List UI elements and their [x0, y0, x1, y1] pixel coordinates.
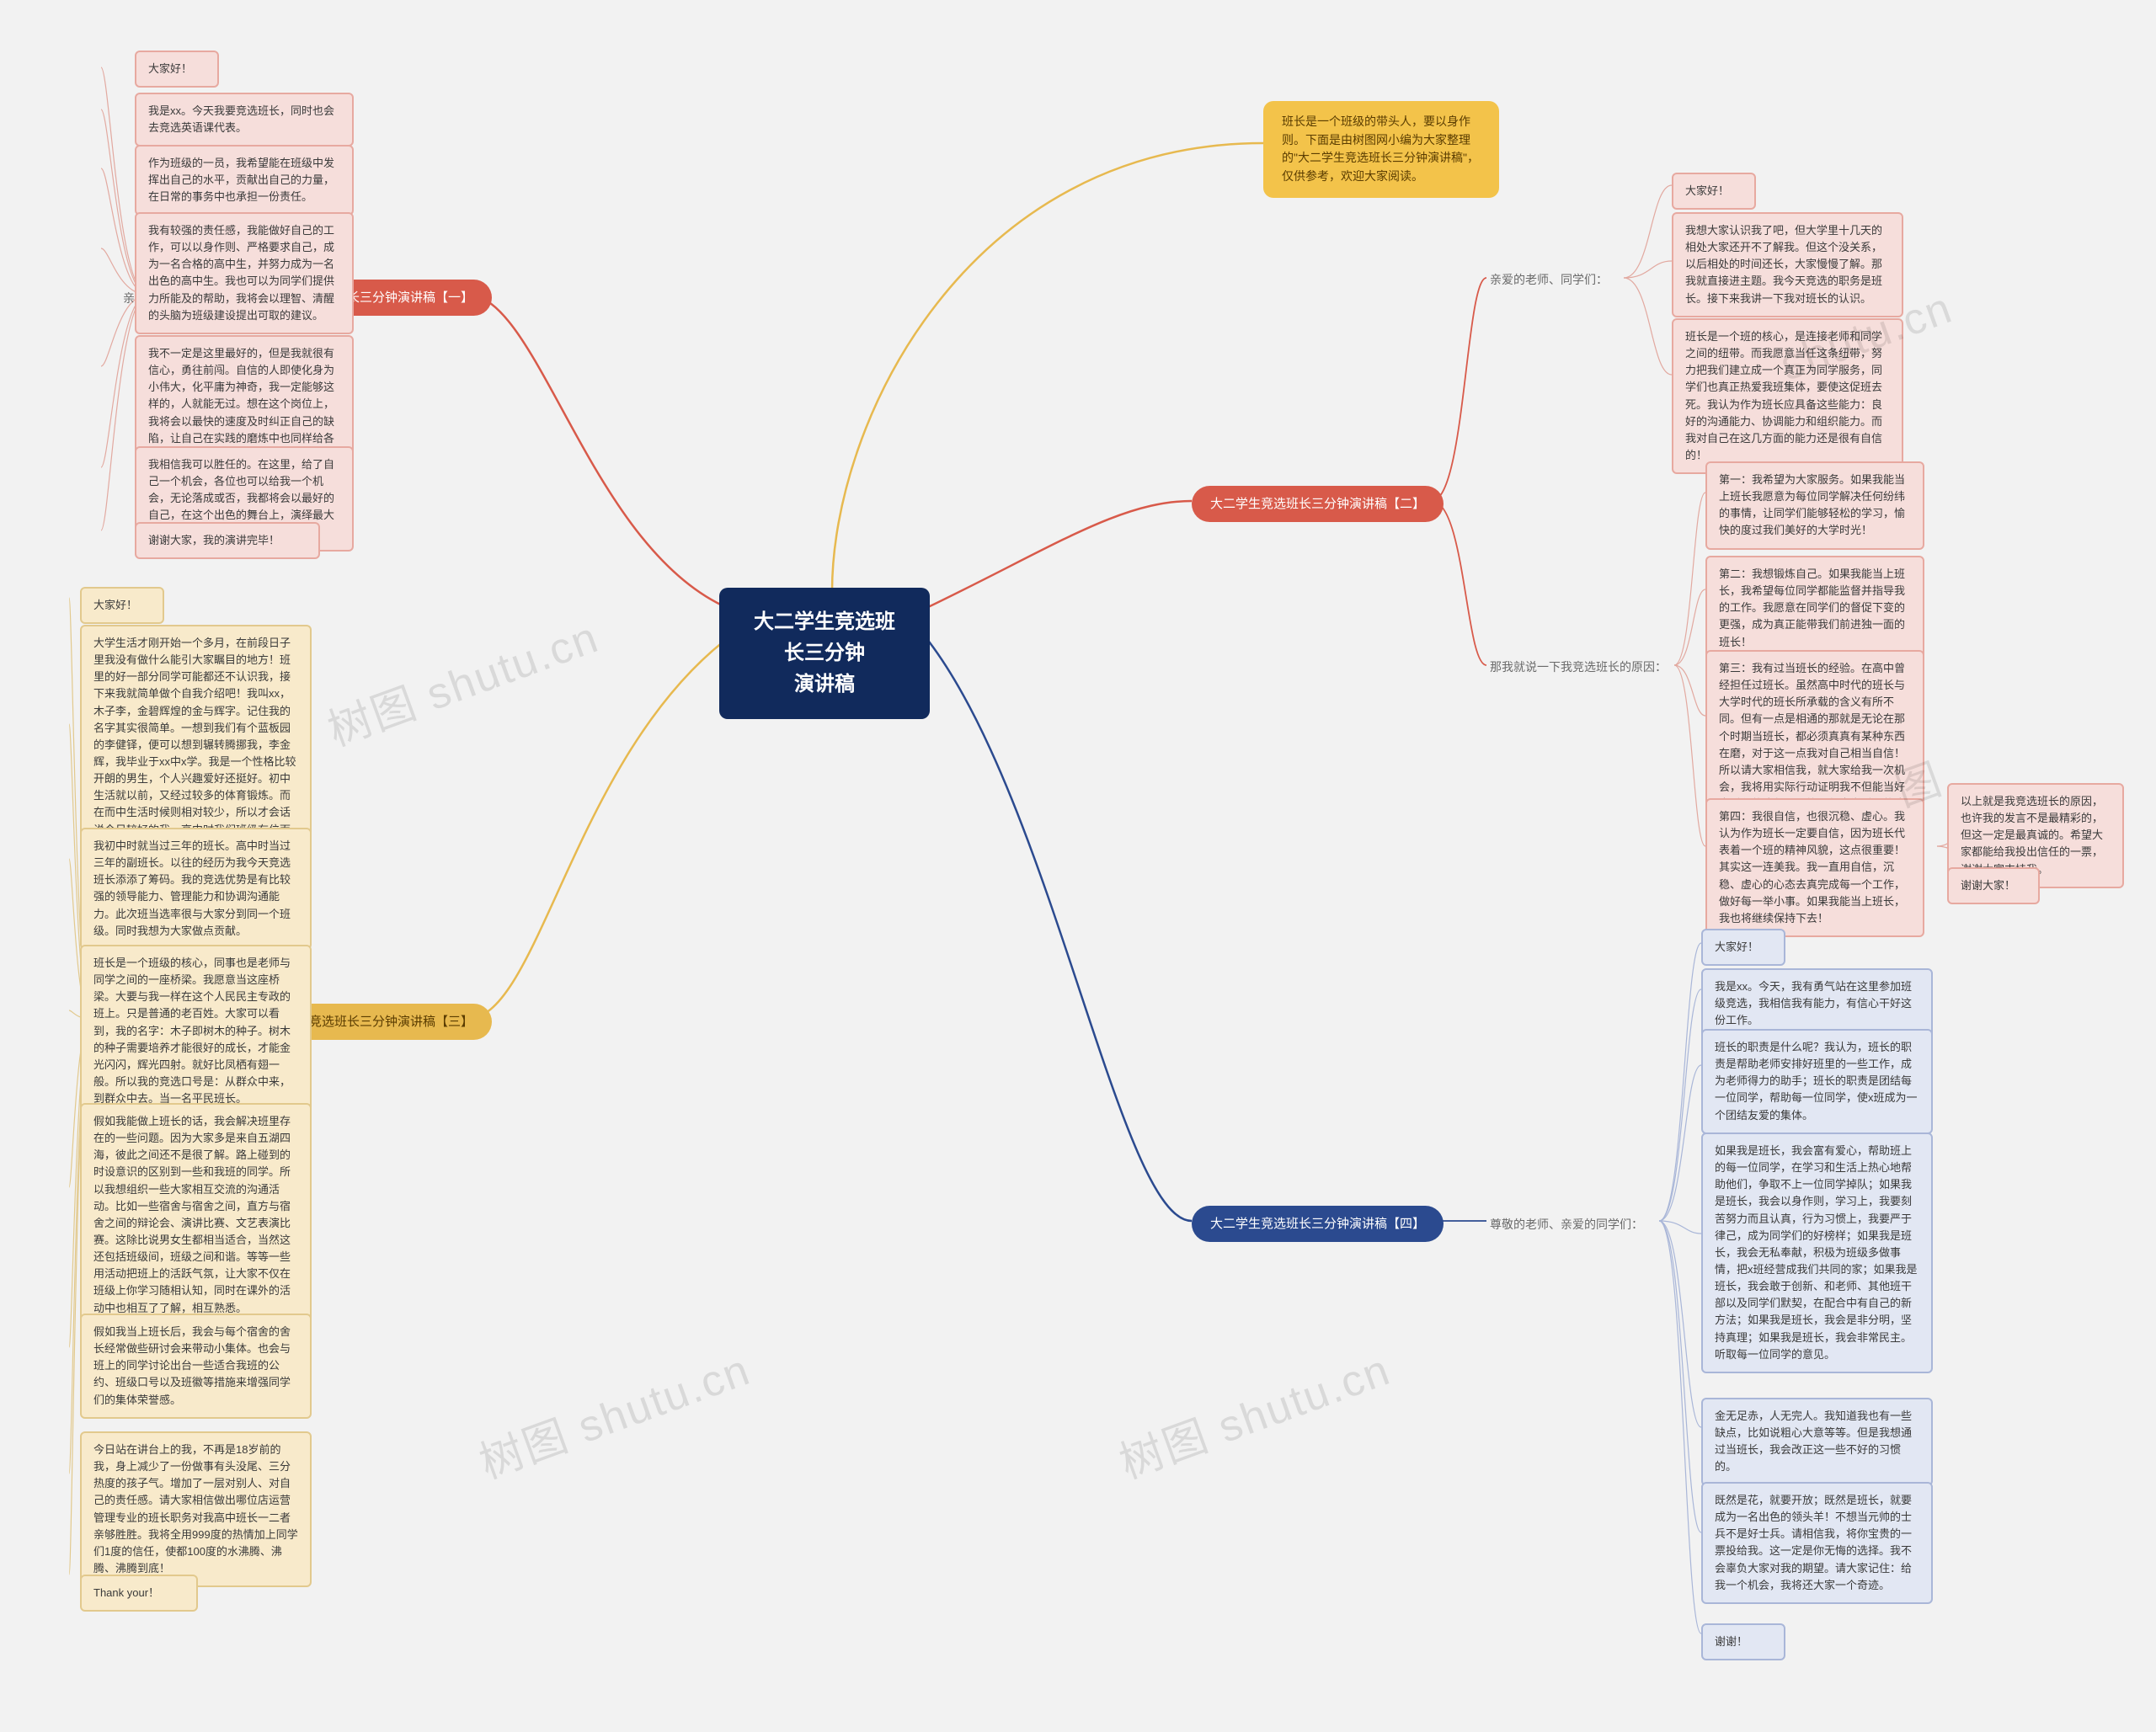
- b1-leaf-1[interactable]: 我是xx。今天我要竞选班长，同时也会去竞选英语课代表。: [135, 93, 354, 147]
- b1-leaf-3[interactable]: 我有较强的责任感，我能做好自己的工作，可以以身作则、严格要求自己，成为一名合格的…: [135, 212, 354, 334]
- b3-leaf-4[interactable]: 假如我能做上班长的话，我会解决班里存在的一些问题。因为大家多是来自五湖四海，彼此…: [80, 1103, 312, 1327]
- branch-2[interactable]: 大二学生竞选班长三分钟演讲稿【二】: [1192, 486, 1444, 522]
- branch-2-label: 大二学生竞选班长三分钟演讲稿【二】: [1210, 497, 1425, 511]
- b2b-leaf-3[interactable]: 第四：我很自信，也很沉稳、虚心。我认为作为班长一定要自信，因为班长代表着一个班的…: [1705, 798, 1924, 937]
- intro-node[interactable]: 班长是一个班级的带头人，要以身作则。下面是由树图网小编为大家整理的"大二学生竞选…: [1263, 101, 1499, 198]
- b4-leaf-3[interactable]: 如果我是班长，我会富有爱心，帮助班上的每一位同学，在学习和生活上热心地帮助他们，…: [1701, 1132, 1933, 1373]
- b2b-leaf-0[interactable]: 第一：我希望为大家服务。如果我能当上班长我愿意为每位同学解决任何纷纬的事情，让同…: [1705, 461, 1924, 550]
- b4-leaf-6[interactable]: 谢谢！: [1701, 1623, 1785, 1660]
- branch-4[interactable]: 大二学生竞选班长三分钟演讲稿【四】: [1192, 1206, 1444, 1242]
- b2a-leaf-2[interactable]: 班长是一个班的核心，是连接老师和同学之间的纽带。而我愿意当任这条纽带，努力把我们…: [1672, 318, 1903, 474]
- b3-leaf-5[interactable]: 假如我当上班长后，我会与每个宿舍的舍长经常做些研讨会来带动小集体。也会与班上的同…: [80, 1314, 312, 1419]
- b1-leaf-2[interactable]: 作为班级的一员，我希望能在班级中发挥出自己的水平，贡献出自己的力量，在日常的事务…: [135, 145, 354, 216]
- b2-tail-1[interactable]: 谢谢大家！: [1947, 867, 2040, 904]
- b3-leaf-6[interactable]: 今日站在讲台上的我，不再是18岁前的我，身上减少了一份做事有头没尾、三分热度的孩…: [80, 1431, 312, 1587]
- mindmap-canvas: 大二学生竞选班长三分钟演讲稿 班长是一个班级的带头人，要以身作则。下面是由树图网…: [0, 0, 2156, 1732]
- branch-4-sub: 尊敬的老师、亲爱的同学们：: [1486, 1214, 1663, 1236]
- b4-leaf-4[interactable]: 金无足赤，人无完人。我知道我也有一些缺点，比如说粗心大意等等。但是我想通过当班长…: [1701, 1398, 1933, 1486]
- b3-leaf-3[interactable]: 班长是一个班级的核心，同事也是老师与同学之间的一座桥梁。我愿意当这座桥梁。大要与…: [80, 945, 312, 1117]
- b1-leaf-6[interactable]: 谢谢大家，我的演讲完毕！: [135, 522, 320, 559]
- b4-leaf-2[interactable]: 班长的职责是什么呢？我认为，班长的职责是帮助老师安排好班里的一些工作，成为老师得…: [1701, 1029, 1933, 1134]
- b2a-leaf-1[interactable]: 我想大家认识我了吧，但大学里十几天的相处大家还开不了解我。但这个没关系，以后相处…: [1672, 212, 1903, 317]
- intro-text: 班长是一个班级的带头人，要以身作则。下面是由树图网小编为大家整理的"大二学生竞选…: [1282, 115, 1479, 183]
- b3-leaf-0[interactable]: 大家好！: [80, 587, 164, 624]
- b4-leaf-5[interactable]: 既然是花，就要开放；既然是班长，就要成为一名出色的领头羊！不想当元帅的士兵不是好…: [1701, 1482, 1933, 1604]
- branch-4-label: 大二学生竞选班长三分钟演讲稿【四】: [1210, 1217, 1425, 1231]
- b2a-leaf-0[interactable]: 大家好！: [1672, 173, 1756, 210]
- b4-leaf-0[interactable]: 大家好！: [1701, 929, 1785, 966]
- b3-leaf-2[interactable]: 我初中时就当过三年的班长。高中时当过三年的副班长。以往的经历为我今天竞选班长添添…: [80, 828, 312, 950]
- branch-2-suba: 亲爱的老师、同学们：: [1486, 269, 1630, 291]
- watermark: 树图 shutu.cn: [1109, 1335, 1397, 1491]
- center-node[interactable]: 大二学生竞选班长三分钟演讲稿: [719, 588, 930, 719]
- b2b-leaf-1[interactable]: 第二：我想锻炼自己。如果我能当上班长，我希望每位同学都能监督并指导我的工作。我愿…: [1705, 556, 1924, 661]
- b3-leaf-7[interactable]: Thank your！: [80, 1575, 198, 1612]
- watermark: 树图 shutu.cn: [318, 602, 606, 759]
- watermark: 树图 shutu.cn: [469, 1335, 757, 1491]
- branch-2-subb: 那我就说一下我竞选班长的原因：: [1486, 657, 1680, 679]
- b1-leaf-0[interactable]: 大家好！: [135, 51, 219, 88]
- center-text: 大二学生竞选班长三分钟演讲稿: [754, 610, 895, 695]
